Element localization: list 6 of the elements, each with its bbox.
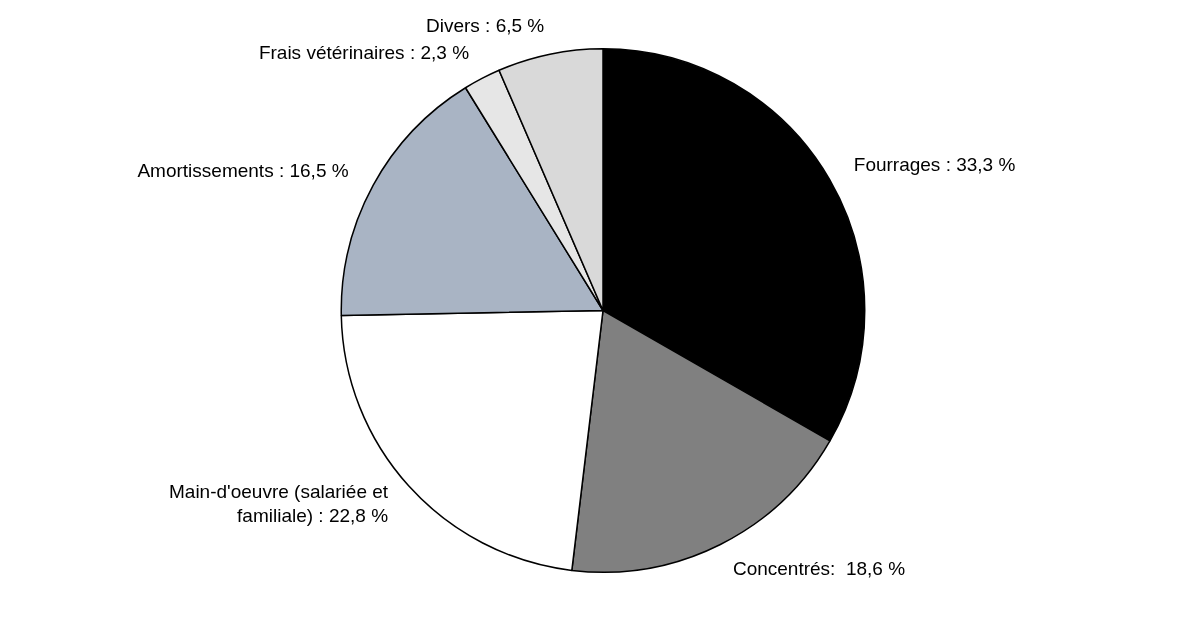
slice-label: Fourrages : 33,3 % bbox=[853, 153, 1016, 175]
slice-label: Frais vétérinaires : 2,3 % bbox=[258, 41, 470, 63]
slice-label: Concentrés: 18,6 % bbox=[732, 557, 906, 579]
slice-label: Divers : 6,5 % bbox=[425, 15, 545, 36]
slice-label: Main-d'oeuvre (salariée et familiale) : 22,8 % bbox=[169, 481, 389, 527]
slice-label: Amortissements : 16,5 % bbox=[137, 159, 349, 181]
